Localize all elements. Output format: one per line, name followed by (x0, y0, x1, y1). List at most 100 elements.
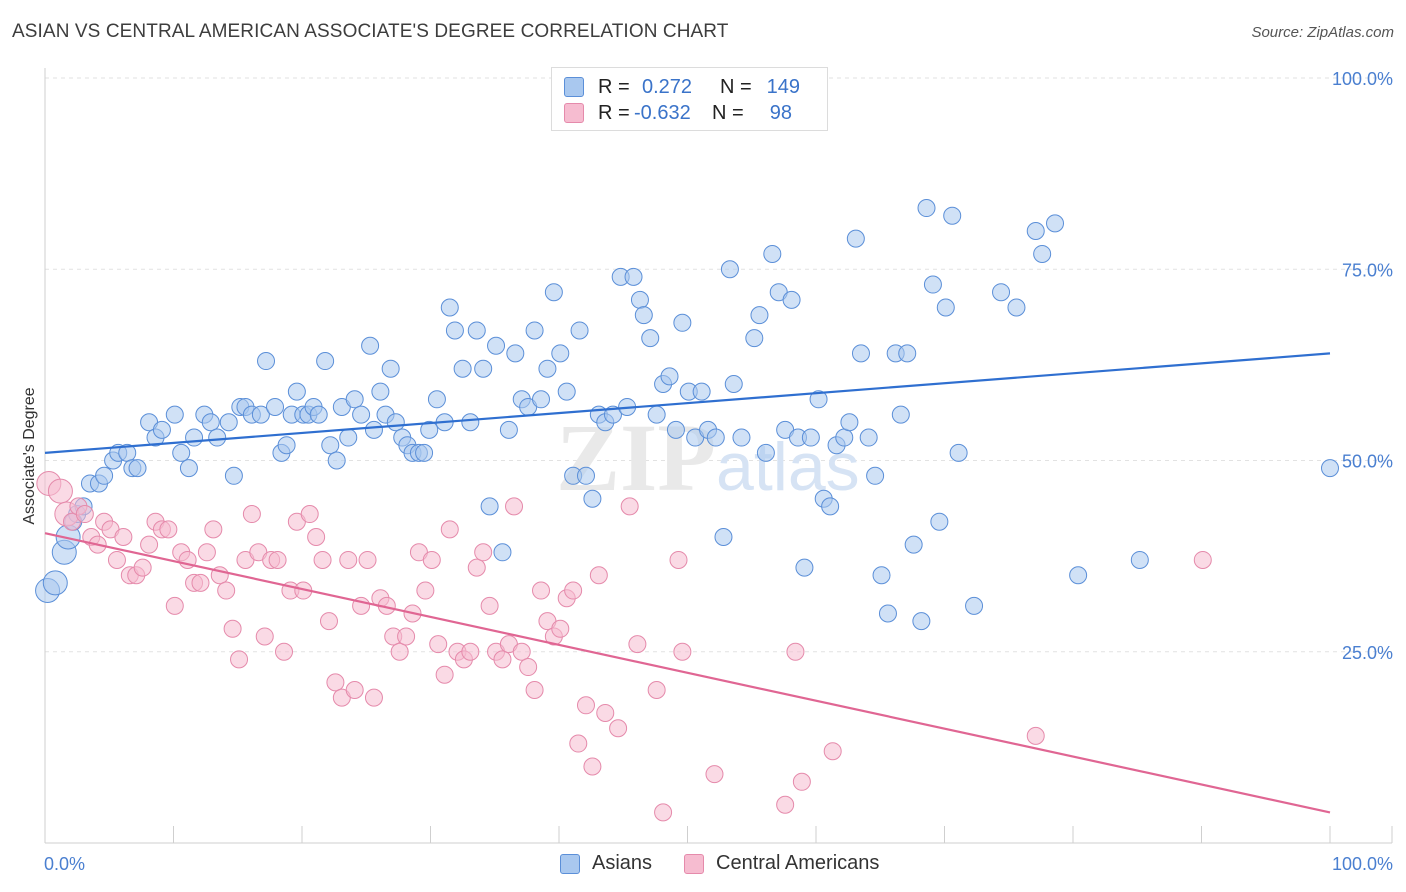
axes (44, 68, 1393, 844)
asian-point (756, 443, 775, 462)
central-american-point (47, 478, 73, 504)
asian-point (361, 336, 380, 355)
central-american-point (364, 688, 383, 707)
central-american-point (589, 566, 608, 585)
asian-point (714, 528, 733, 546)
central-american-trend-line (44, 532, 1331, 814)
asian-point (172, 443, 191, 462)
bottom-legend-label: Central Americans (716, 852, 880, 874)
asian-point (339, 428, 358, 447)
asian-point (750, 306, 769, 325)
asian-point (912, 612, 931, 631)
central-american-point (564, 581, 583, 600)
asian-point (445, 321, 464, 340)
asian-point (185, 428, 204, 447)
asian-point (506, 344, 525, 363)
tick-labels: 100.0% 75.0% 50.0% 25.0% 0.0% 100.0% (44, 69, 1393, 874)
central-american-point (217, 581, 236, 600)
central-american-point (519, 658, 538, 677)
central-american-point (440, 520, 459, 539)
central-american-point (609, 719, 628, 738)
central-american-point (576, 696, 595, 715)
central-american-point (1026, 726, 1045, 745)
central-american-point (345, 681, 364, 699)
asian-point (321, 436, 340, 455)
central-american-point (628, 635, 647, 654)
central-american-point (300, 505, 319, 524)
central-american-point (165, 596, 184, 615)
central-american-point (133, 558, 152, 577)
y-axis-label: Associate's Degree (21, 387, 38, 524)
central-american-point (786, 642, 805, 661)
central-american-point (397, 627, 416, 646)
asian-point (763, 244, 782, 263)
asian-point (898, 344, 917, 363)
asian-point (821, 497, 840, 516)
bottom-legend-asians[interactable]: Asians (560, 852, 652, 875)
central-american-point (467, 558, 486, 577)
asian-point (647, 405, 666, 424)
legend-r-label: R = (598, 101, 630, 124)
asian-point (277, 436, 296, 455)
legend-r-value: -0.632 (634, 101, 691, 124)
central-american-point (669, 550, 688, 569)
asian-point (706, 428, 725, 447)
central-american-point (792, 772, 811, 791)
asian-point (544, 283, 563, 302)
central-americans-swatch (684, 853, 704, 874)
central-american-point (532, 581, 551, 600)
asian-point (474, 359, 493, 378)
central-american-point (358, 550, 377, 569)
asian-points (35, 199, 1339, 631)
central-american-point (339, 550, 358, 569)
asian-point (381, 359, 400, 378)
central-american-point (493, 650, 512, 669)
central-american-point (512, 642, 531, 661)
asian-point (42, 570, 68, 596)
central-american-point (1193, 550, 1212, 569)
asian-point (624, 267, 643, 286)
asians-swatch (564, 77, 584, 97)
asian-point (557, 382, 576, 401)
bottom-legend-central-americans[interactable]: Central Americans (684, 852, 879, 875)
central-american-point (204, 520, 223, 539)
asian-point (364, 420, 383, 439)
asian-point (1026, 222, 1045, 240)
chart-title: ASIAN VS CENTRAL AMERICAN ASSOCIATE'S DE… (12, 21, 729, 42)
central-american-point (313, 550, 332, 569)
central-american-point (429, 635, 448, 654)
legend-r-value: 0.272 (642, 75, 693, 98)
asian-point (1033, 244, 1052, 263)
central-american-point (461, 642, 480, 661)
asian-point (904, 535, 923, 554)
asian-point (724, 375, 743, 393)
central-american-point (159, 520, 178, 539)
asian-point (878, 604, 897, 623)
asian-point (201, 413, 220, 432)
bottom-legend: Asians Central Americans (0, 852, 1406, 878)
asian-point (583, 489, 602, 508)
central-american-point (242, 505, 261, 524)
asian-point (165, 405, 184, 424)
asian-point (345, 390, 364, 409)
asian-point (309, 405, 328, 424)
asian-point (943, 206, 962, 225)
asian-point (745, 329, 764, 348)
asian-point (1130, 550, 1149, 569)
central-american-point (268, 550, 287, 569)
asian-point (467, 321, 486, 340)
central-american-point (223, 619, 242, 638)
asian-point (732, 428, 751, 447)
legend-r-label: R = (598, 75, 630, 98)
asian-point (440, 298, 459, 317)
central-american-point (583, 757, 602, 776)
central-american-point (140, 535, 159, 554)
asian-point (152, 420, 171, 439)
asian-point (1007, 298, 1026, 317)
asian-point (917, 199, 936, 218)
central-american-point (620, 497, 639, 516)
central-american-point (435, 665, 454, 684)
central-american-point (705, 765, 724, 784)
asian-point (128, 459, 147, 478)
asian-point (1069, 566, 1088, 585)
